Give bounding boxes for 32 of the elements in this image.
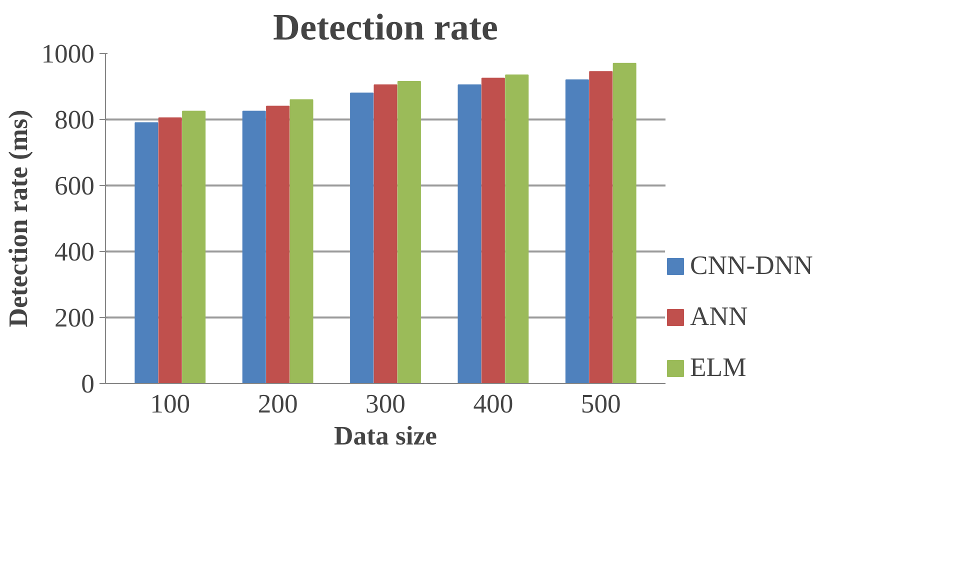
x-tick-label: 100 xyxy=(150,388,190,418)
bar xyxy=(350,92,374,384)
bar xyxy=(612,62,636,384)
bar xyxy=(481,78,505,384)
y-tick-label: 1000 xyxy=(41,38,94,68)
bar xyxy=(290,99,314,384)
y-tick-label: 400 xyxy=(54,236,94,266)
x-tick-label: 200 xyxy=(258,388,298,418)
bar xyxy=(397,81,421,384)
x-tick-label: 400 xyxy=(473,388,514,418)
legend-label: CNN-DNN xyxy=(690,250,813,281)
bar xyxy=(158,117,182,384)
bar xyxy=(374,84,398,384)
y-tick-label: 0 xyxy=(81,368,94,398)
y-tick-label: 800 xyxy=(54,104,94,134)
legend-label: ANN xyxy=(690,301,748,332)
chart-title: Detection rate xyxy=(273,8,498,48)
bar xyxy=(458,84,482,384)
bar xyxy=(182,110,206,384)
legend-label: ELM xyxy=(690,352,746,383)
bar xyxy=(565,79,589,384)
x-axis-title: Data size xyxy=(334,420,438,450)
x-tick-label: 300 xyxy=(366,388,406,418)
bar xyxy=(589,71,613,384)
x-tick-label: 500 xyxy=(580,388,621,418)
bar xyxy=(505,74,529,384)
y-tick-label: 600 xyxy=(54,170,94,200)
y-tick-label: 200 xyxy=(54,302,94,332)
bar xyxy=(134,122,158,384)
bar xyxy=(266,106,290,384)
bar xyxy=(242,110,266,384)
y-axis-title: Detection rate (ms) xyxy=(3,110,34,328)
